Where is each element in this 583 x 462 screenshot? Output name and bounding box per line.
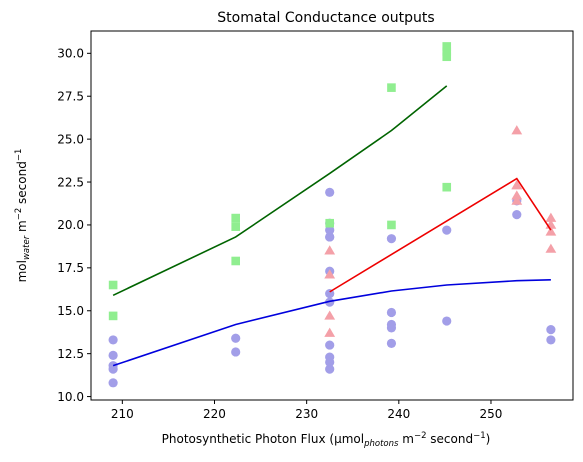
y-tick-label-7: 27.5 xyxy=(57,90,84,104)
triangle-point-s5-0 xyxy=(324,327,336,337)
circle-point-s3-7 xyxy=(325,364,335,374)
y-tick-label-2: 15.0 xyxy=(57,304,84,318)
circle-point-s3-15 xyxy=(325,225,335,235)
series-line-2 xyxy=(329,177,552,293)
circle-point-s3-28 xyxy=(546,335,556,345)
triangle-point-s5-4 xyxy=(511,195,523,205)
square-point-s4-7 xyxy=(387,83,396,92)
circle-point-s3-19 xyxy=(386,338,397,348)
y-tick-label-6: 25.0 xyxy=(57,132,84,146)
circle-point-s3-10 xyxy=(325,340,335,350)
circle-point-s3-9 xyxy=(325,352,335,362)
series-line-1 xyxy=(112,85,448,297)
square-point-s4-6 xyxy=(387,220,396,230)
axis-label-part: Photosynthetic Photon Flux (μmol xyxy=(162,432,364,446)
axis-label-part: mol xyxy=(15,260,29,282)
square-point-s4-3 xyxy=(231,222,240,231)
axes: 210 220 230 240 250 10.0 12.5 15.0 17.5 20.0 22.5 2… xyxy=(57,47,502,421)
plot-frame xyxy=(90,30,574,401)
triangle-point-s5-7 xyxy=(511,180,523,190)
square-point-s4-4 xyxy=(231,213,240,223)
circle-point-s3-21 xyxy=(386,319,397,330)
y-tick-label-3: 17.5 xyxy=(57,261,84,275)
square-point-s4-8 xyxy=(442,182,452,192)
circle-point-s3-17 xyxy=(325,187,335,197)
circle-point-s3-29 xyxy=(546,325,556,335)
axis-label-part: ) xyxy=(486,432,491,446)
circle-point-s3-3 xyxy=(108,350,118,360)
chart-title: Stomatal Conductance outputs xyxy=(217,10,434,26)
axis-label-part: m xyxy=(398,432,414,446)
circle-point-s3-25 xyxy=(442,225,452,235)
circle-point-s3-5 xyxy=(231,347,241,357)
axis-label-part: m xyxy=(15,220,29,236)
x-tick-label-0: 210 xyxy=(111,407,134,421)
circle-point-s3-26 xyxy=(512,210,522,220)
triangle-point-s5-3 xyxy=(324,245,336,255)
circle-point-s3-23 xyxy=(386,234,397,244)
axis-label-part: −1 xyxy=(14,149,24,162)
circle-point-s3-4 xyxy=(108,335,118,345)
y-axis-label: molwater m−2 second−1 xyxy=(14,149,32,283)
y-tick-label-5: 22.5 xyxy=(57,175,84,189)
circle-point-s3-22 xyxy=(386,307,397,318)
series-line-0 xyxy=(112,279,551,367)
axis-label-part: photons xyxy=(363,439,399,449)
triangle-point-s5-5 xyxy=(511,190,523,200)
axis-label-part: −2 xyxy=(414,431,427,441)
x-tick-label-4: 250 xyxy=(480,407,503,421)
y-tick-label-4: 20.0 xyxy=(57,218,84,232)
x-tick-label-2: 230 xyxy=(295,407,318,421)
circle-point-s3-24 xyxy=(442,316,452,326)
axis-label-part: −1 xyxy=(473,431,486,441)
circle-point-s3-6 xyxy=(231,333,241,343)
square-point-s4-0 xyxy=(108,311,118,321)
triangle-point-s5-12 xyxy=(545,212,557,222)
y-tick-label-0: 10.0 xyxy=(57,390,84,404)
triangle-point-s5-8 xyxy=(511,125,523,135)
triangle-point-s5-9 xyxy=(545,243,557,253)
triangle-point-s5-1 xyxy=(324,310,336,320)
x-tick-label-1: 220 xyxy=(203,407,226,421)
x-axis-label: Photosynthetic Photon Flux (μmolphotons … xyxy=(162,431,491,449)
square-point-s4-10 xyxy=(442,47,452,56)
square-point-s4-5 xyxy=(325,218,334,228)
y-tick-label-8: 30.0 xyxy=(57,47,84,61)
square-point-s4-9 xyxy=(442,52,452,62)
axis-label-part: water xyxy=(22,235,32,260)
circle-point-s3-14 xyxy=(325,232,335,242)
square-point-s4-1 xyxy=(108,280,118,290)
axis-label-part: second xyxy=(426,432,473,446)
circle-point-s3-11 xyxy=(325,297,335,307)
axis-label-part: second xyxy=(15,161,29,208)
square-point-s4-2 xyxy=(231,256,240,266)
circle-point-s3-0 xyxy=(108,378,118,388)
plot-area xyxy=(108,42,557,388)
axis-label-part: −2 xyxy=(14,208,24,221)
triangle-point-s5-2 xyxy=(324,269,336,279)
triangle-point-s5-10 xyxy=(545,226,557,236)
x-tick-label-3: 240 xyxy=(387,407,410,421)
y-tick-label-1: 12.5 xyxy=(57,347,84,361)
square-point-s4-11 xyxy=(442,42,452,51)
